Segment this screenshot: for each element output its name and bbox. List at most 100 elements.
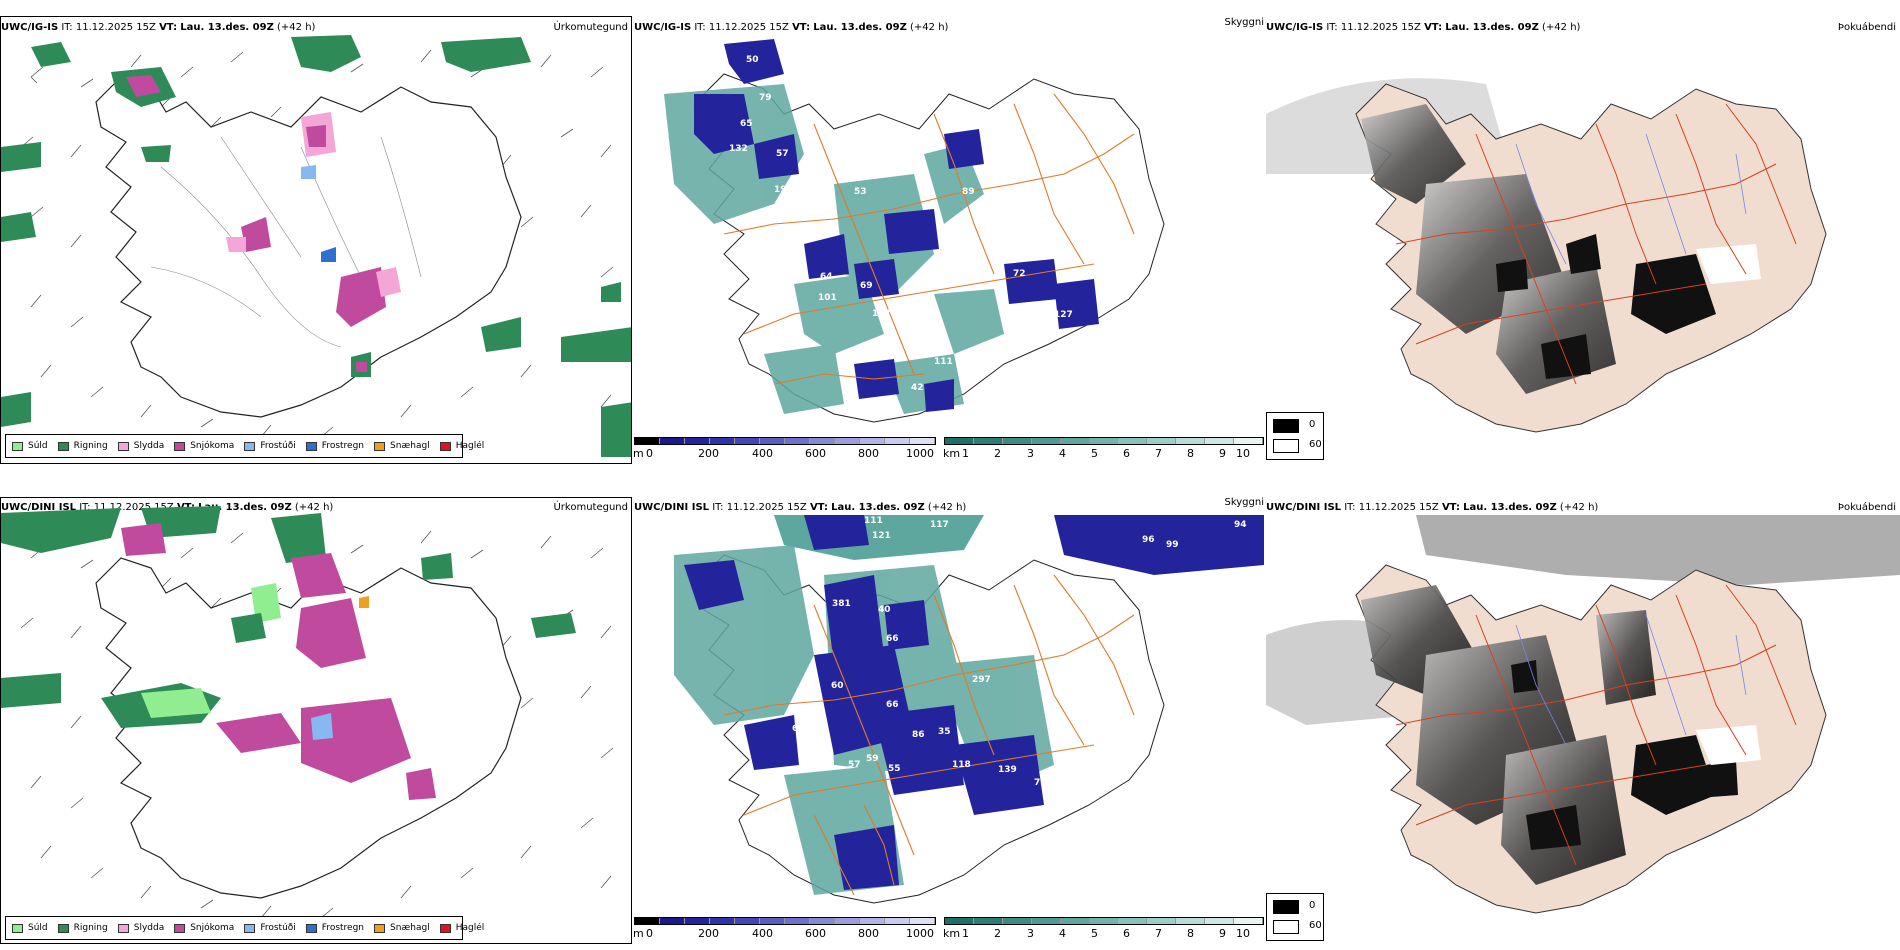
cbar-m-tick: 600: [805, 927, 826, 940]
precip-map-2: Súld Rigning Slydda Snjókoma Frostúði Fr…: [0, 497, 632, 944]
fog-rivers: [1515, 133, 1747, 265]
legend-item: Frostregn: [305, 923, 364, 933]
cbar-km-tick: 8: [1187, 447, 1194, 460]
cbar-m-1: [634, 437, 936, 445]
svg-text:127: 127: [1054, 310, 1073, 320]
cbar-km-tick: 5: [1091, 447, 1098, 460]
cbar-km-tick: 9: [1219, 447, 1226, 460]
visibility-map-2: 111 117 121 96 99 94 280 40 66 60 62 51 …: [634, 515, 1264, 915]
legend-item: Snjókoma: [174, 441, 234, 451]
cbar-km-tick: 2: [994, 927, 1001, 940]
svg-text:55: 55: [888, 764, 901, 774]
svg-text:66: 66: [886, 700, 899, 710]
legend-item: Snæhagl: [374, 923, 430, 933]
svg-text:68: 68: [924, 828, 937, 838]
cbar-km-tick: 2: [994, 447, 1001, 460]
svg-text:79: 79: [764, 252, 777, 262]
svg-text:111: 111: [934, 357, 953, 367]
svg-text:96: 96: [1142, 535, 1155, 545]
legend-item: Snæhagl: [374, 441, 430, 451]
svg-text:59: 59: [866, 754, 879, 764]
svg-text:94: 94: [1234, 520, 1247, 530]
vis-title-right-1: Skyggni: [1224, 17, 1264, 28]
svg-text:186: 186: [981, 210, 1000, 220]
vis-title-right-2: Skyggni: [1224, 497, 1264, 508]
cbar-m-tick: 1000: [906, 447, 934, 460]
legend-item: Snjókoma: [174, 923, 234, 933]
svg-text:62: 62: [939, 251, 952, 261]
cbar-m-tick: 600: [805, 447, 826, 460]
cbar-km-tick: 7: [1155, 927, 1162, 940]
cbar-km-unit-1: km: [943, 447, 961, 460]
legend-item: Súld: [12, 441, 48, 451]
legend-item: Slydda: [117, 923, 164, 933]
cbar-km-tick: 3: [1027, 927, 1034, 940]
svg-text:35: 35: [938, 727, 951, 737]
svg-text:84: 84: [912, 792, 925, 802]
cbar-m-tick: 400: [752, 447, 773, 460]
svg-text:132: 132: [729, 144, 748, 154]
roads: [723, 93, 1135, 385]
legend-item: Rigning: [57, 441, 108, 451]
svg-text:60: 60: [831, 681, 844, 691]
legend-item: Haglél: [439, 923, 484, 933]
svg-text:65: 65: [740, 119, 753, 129]
visibility-labels: 111 117 121 96 99 94 280 40 66 60 62 51 …: [792, 516, 1247, 876]
svg-text:53: 53: [854, 187, 867, 197]
vis-title-1: UWC/IG-IS IT: 11.12.2025 15Z VT: Lau. 13…: [634, 22, 949, 33]
svg-text:107: 107: [872, 309, 891, 319]
cbar-km-tick: 10: [1236, 927, 1250, 940]
visibility-map-1: 50 79 65 57 132 193 97 79 75 64 69 101 1…: [634, 34, 1264, 434]
legend-item: Rigning: [57, 923, 108, 933]
svg-text:101: 101: [818, 293, 837, 303]
svg-text:136: 136: [1018, 310, 1037, 320]
cbar-m-unit-2: m: [633, 927, 644, 940]
legend-item: Frostregn: [305, 441, 364, 451]
svg-text:89: 89: [962, 187, 975, 197]
precip-areas: [1, 506, 576, 800]
cbar-km-1: [944, 437, 1264, 445]
cbar-km-tick: 4: [1059, 447, 1066, 460]
svg-text:51: 51: [808, 721, 821, 731]
cbar-km-tick: 6: [1123, 447, 1130, 460]
svg-text:193: 193: [774, 185, 793, 195]
precip-areas: [1, 35, 631, 457]
cbar-m-tick: 800: [858, 927, 879, 940]
legend-item: Frostúði: [244, 923, 296, 933]
cbar-m-tick: 400: [752, 927, 773, 940]
svg-text:75: 75: [1034, 778, 1047, 788]
fog-map-2: [1266, 515, 1900, 915]
cbar-km-tick: 1: [962, 927, 969, 940]
cbar-km-tick: 9: [1219, 927, 1226, 940]
svg-text:86: 86: [912, 730, 925, 740]
cbar-m-tick: 200: [698, 927, 719, 940]
cbar-km-tick: 5: [1091, 927, 1098, 940]
cbar-km-tick: 3: [1027, 447, 1034, 460]
svg-text:42: 42: [911, 383, 924, 393]
fog-title-right-1: Þokuábendi: [1837, 22, 1896, 33]
vis-title-2: UWC/DINI ISL IT: 11.12.2025 15Z VT: Lau.…: [634, 502, 967, 513]
visibility-labels: 50 79 65 57 132 193 97 79 75 64 69 101 1…: [729, 55, 1073, 393]
precip-legend-2: Súld Rigning Slydda Snjókoma Frostúði Fr…: [5, 916, 484, 940]
legend-item: Frostúði: [244, 441, 296, 451]
cbar-m-tick: 1000: [906, 927, 934, 940]
svg-text:118: 118: [952, 760, 971, 770]
cbar-km-unit-2: km: [943, 927, 961, 940]
precip-title-right-2: Úrkomutegund: [553, 502, 628, 513]
cbar-km-2: [944, 917, 1264, 925]
cbar-km-tick: 7: [1155, 447, 1162, 460]
cbar-km-tick: 8: [1187, 927, 1194, 940]
cbar-m-tick: 0: [646, 927, 653, 940]
legend-item: Slydda: [117, 441, 164, 451]
svg-text:57: 57: [848, 760, 861, 770]
cbar-km-tick: 10: [1236, 447, 1250, 460]
svg-text:117: 117: [930, 520, 949, 530]
svg-text:50: 50: [746, 55, 759, 65]
svg-text:57: 57: [776, 149, 789, 159]
legend-item: Súld: [12, 923, 48, 933]
cbar-m-unit-1: m: [633, 447, 644, 460]
svg-text:40: 40: [878, 605, 891, 615]
fog-legend-1: 0 60: [1266, 412, 1324, 460]
legend-item: Haglél: [439, 441, 484, 451]
svg-text:139: 139: [998, 765, 1017, 775]
